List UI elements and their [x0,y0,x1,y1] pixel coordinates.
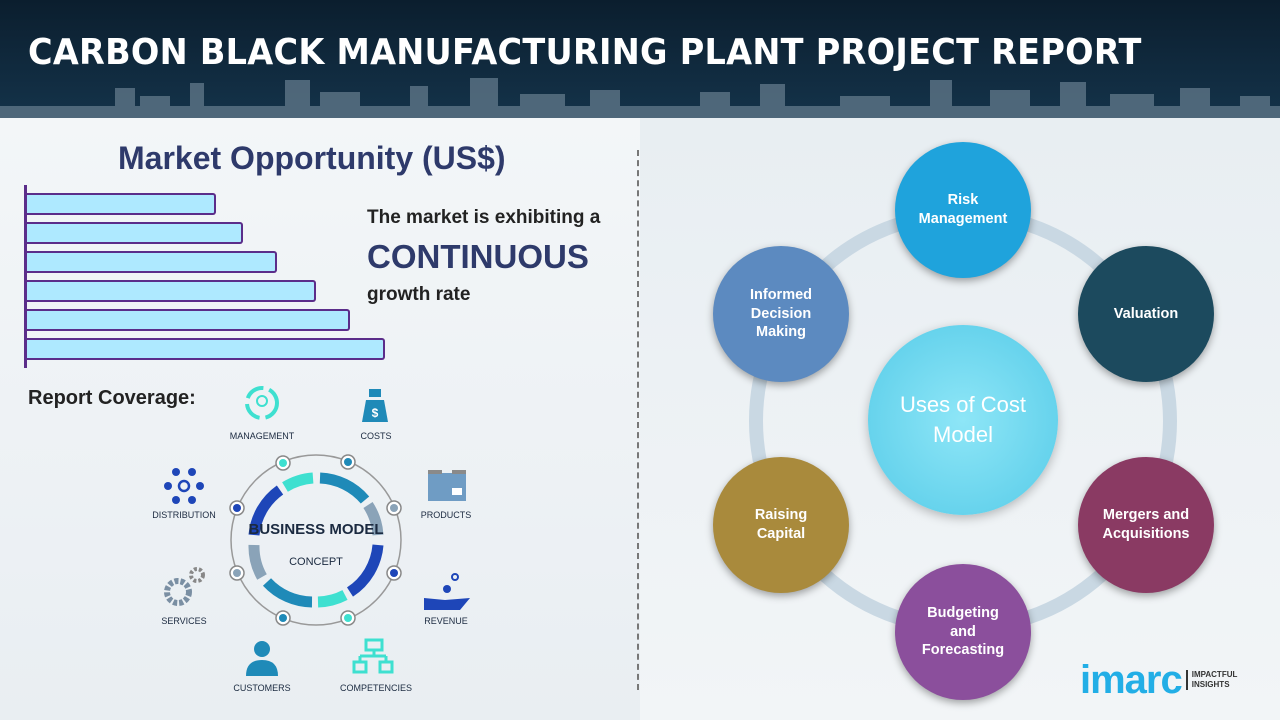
cost-use-circle: Raising Capital [713,457,849,593]
coverage-label-management: MANAGEMENT [229,431,295,441]
management-icon [245,386,279,420]
dashed-divider [637,150,639,690]
competencies-icon [352,638,394,674]
business-model-subtitle: CONCEPT [289,556,343,568]
growth-bar [27,309,351,331]
city-skyline-graphic [0,78,1280,118]
cost-use-circle: Valuation [1078,246,1214,382]
page-title: CARBON BLACK MANUFACTURING PLANT PROJECT… [28,32,1142,73]
growth-text-continuous: CONTINUOUS [367,238,589,275]
cost-use-circle: Informed Decision Making [713,246,849,382]
left-panel [0,118,640,720]
report-coverage-label: Report Coverage: [28,387,196,409]
distribution-network-icon [164,468,204,504]
logo-tag1: IMPACTFUL [1191,669,1238,679]
services-gears-icon [164,567,205,606]
coverage-label-customers: CUSTOMERS [233,683,291,693]
growth-bar [27,222,243,244]
coverage-label-products: PRODUCTS [420,510,472,520]
cost-model-center: Uses of Cost Model [868,325,1058,515]
cost-use-circle: Budgeting and Forecasting [895,564,1031,700]
coverage-label-revenue: REVENUE [424,616,468,626]
products-box-icon [428,470,466,501]
coverage-label-costs: COSTS [360,431,392,441]
coverage-label-competencies: COMPETENCIES [339,683,412,693]
imarc-logo: imarc IMPACTFUL INSIGHTS [1080,660,1237,700]
svg-text:$: $ [372,406,379,420]
bar-axis [24,185,27,368]
business-model-diagram: BUSINESS MODEL CONCEPT $ [164,386,470,676]
money-bag-icon: $ [362,389,388,422]
coverage-label-distribution: DISTRIBUTION [152,510,216,520]
logo-tag2: INSIGHTS [1191,680,1230,689]
logo-tagline: IMPACTFUL INSIGHTS [1185,669,1238,691]
growth-bar [27,251,278,273]
header-banner: CARBON BLACK MANUFACTURING PLANT PROJECT… [0,0,1280,118]
growth-bar [27,193,216,215]
customer-icon [246,641,278,676]
growth-bar [27,280,316,302]
growth-text-line1: The market is exhibiting a [367,207,601,228]
cost-use-circle: Mergers and Acquisitions [1078,457,1214,593]
cost-use-circle: Risk Management [895,142,1031,278]
logo-wordmark: imarc [1080,658,1183,702]
growth-bar [27,338,386,360]
revenue-hand-icon [424,573,470,610]
coverage-label-services: SERVICES [161,616,207,626]
business-model-title: BUSINESS MODEL [248,521,383,538]
growth-text-line3: growth rate [367,284,471,305]
market-opportunity-title: Market Opportunity (US$) [118,140,506,176]
